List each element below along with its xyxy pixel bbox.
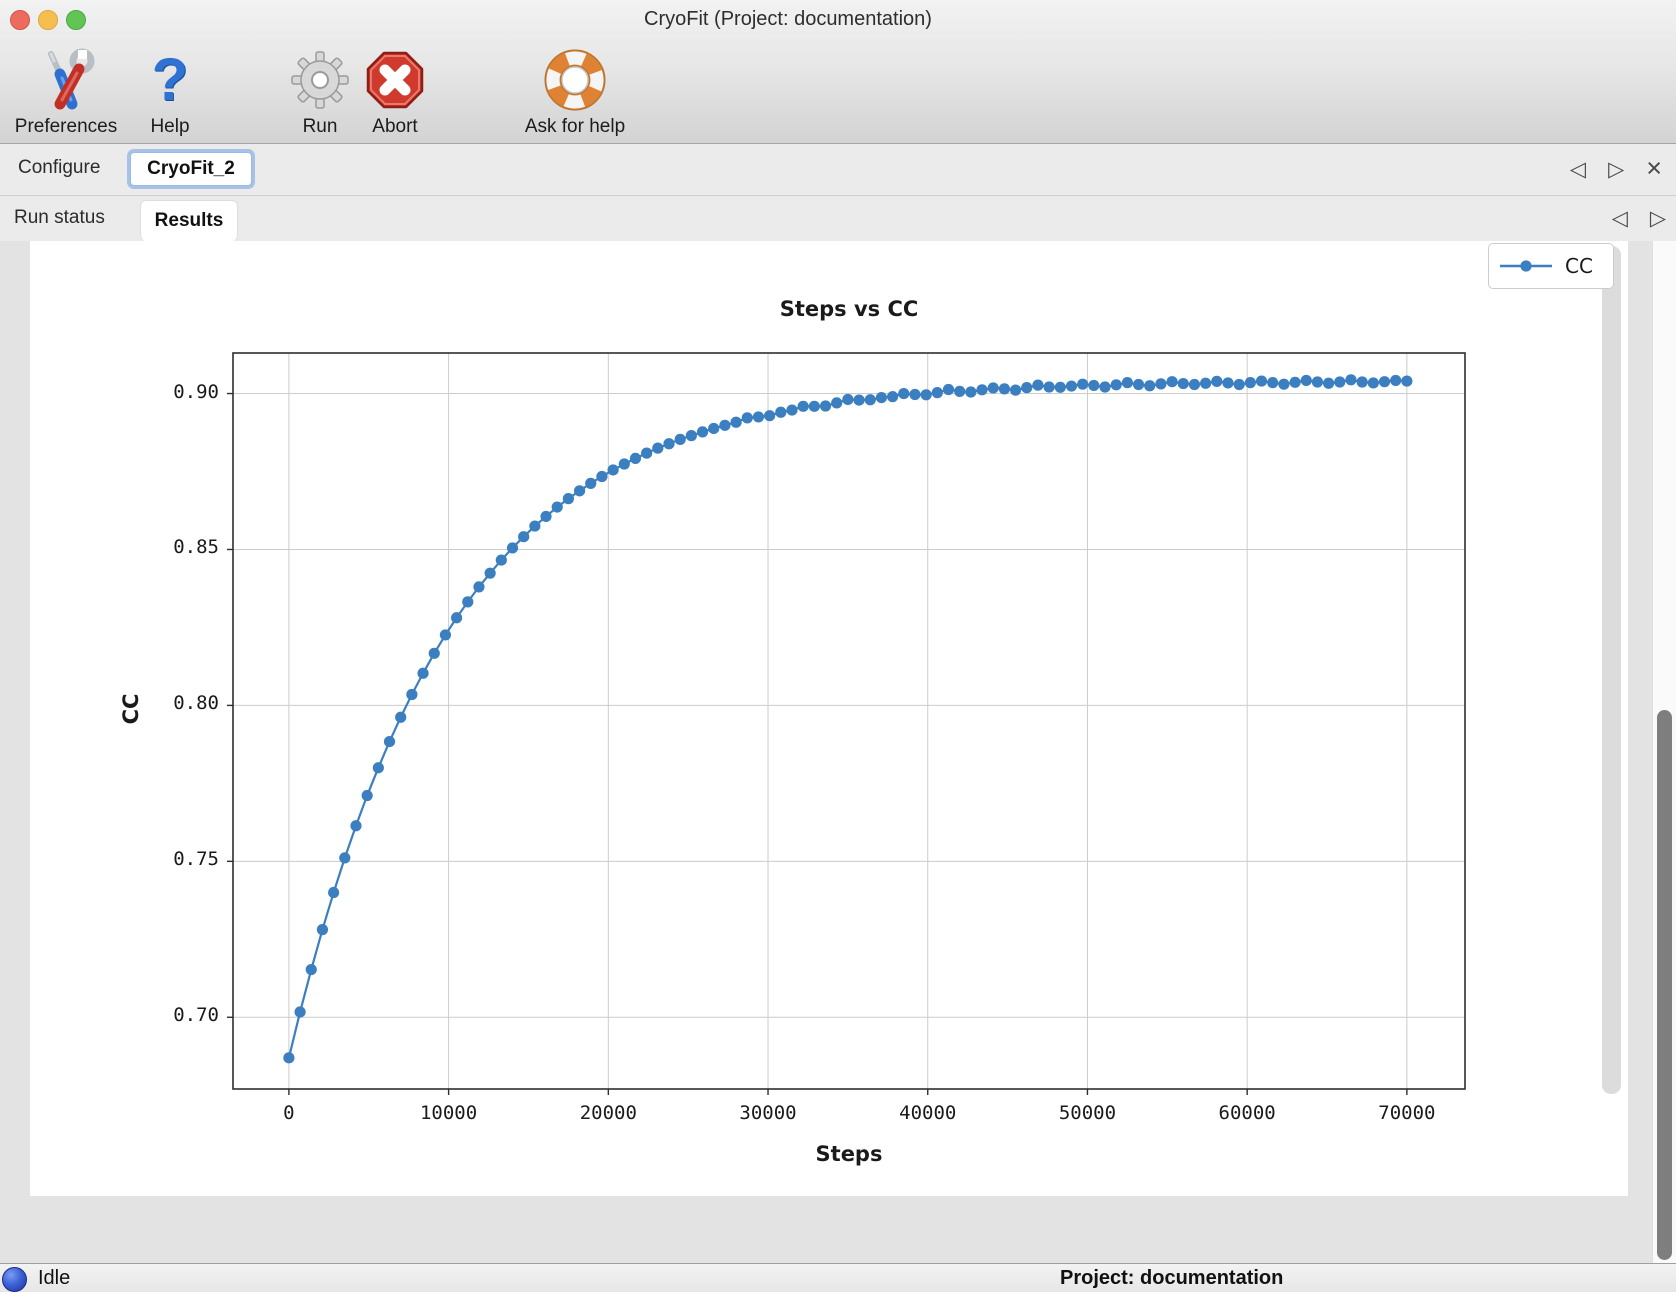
ask-for-help-label: Ask for help — [524, 116, 626, 137]
x-tick-label: 20000 — [579, 1102, 637, 1124]
run-label: Run — [302, 116, 338, 137]
chart-plot-area: 0 10000 20000 30000 40000 50000 60000 70000 0.70… — [173, 352, 1466, 1124]
zoom-window-button[interactable] — [66, 10, 86, 30]
tab-configure[interactable]: Configure — [18, 157, 101, 178]
scrollbar-thumb[interactable] — [1657, 710, 1672, 1260]
results-panel — [0, 241, 1676, 1262]
minimize-window-button[interactable] — [38, 10, 58, 30]
workflow-tab-bar: Configure CryoFit_2 ◁ ▷ × — [0, 144, 1676, 196]
tab-run-status[interactable]: Run status — [14, 207, 105, 228]
lifebuoy-icon — [515, 46, 635, 114]
help-label: Help — [150, 116, 190, 137]
legend-label: CC — [1565, 254, 1593, 278]
y-tick-label: 0.80 — [173, 692, 219, 715]
tab-cryofit-2[interactable]: CryoFit_2 — [130, 152, 252, 186]
x-tick-label: 70000 — [1378, 1102, 1436, 1124]
window-title: CryoFit (Project: documentation) — [644, 8, 932, 30]
legend-marker-icon — [1500, 260, 1552, 272]
abort-label: Abort — [372, 116, 418, 137]
status-indicator-icon — [2, 1267, 27, 1292]
y-tick-label: 0.90 — [173, 380, 219, 403]
preferences-label: Preferences — [14, 116, 118, 137]
ask-for-help-button[interactable]: Ask for help — [515, 46, 635, 138]
chart-svg — [227, 352, 1466, 1095]
y-tick-label: 0.85 — [173, 536, 219, 559]
tab-scroll-right-icon[interactable]: ▷ — [1608, 158, 1625, 181]
subtab-scroll-left-icon[interactable]: ◁ — [1611, 207, 1628, 230]
tab-scroll-left-icon[interactable]: ◁ — [1569, 158, 1587, 181]
x-tick-label: 10000 — [419, 1102, 478, 1124]
traffic-lights — [10, 10, 86, 30]
plot-canvas — [30, 241, 1628, 1196]
stop-x-icon — [363, 46, 427, 114]
subtab-scroll-right-icon[interactable]: ▷ — [1649, 207, 1666, 230]
results-tab-bar: Run status Results ◁ ▷ — [0, 196, 1676, 242]
tab-close-icon[interactable]: × — [1646, 152, 1662, 183]
x-tick-label: 60000 — [1218, 1102, 1276, 1124]
x-tick-label: 30000 — [739, 1102, 797, 1124]
vertical-scrollbar[interactable] — [1652, 241, 1676, 1292]
gear-icon — [288, 46, 352, 114]
tools-icon — [6, 46, 126, 114]
x-tick-label: 50000 — [1058, 1102, 1117, 1124]
preferences-button[interactable]: Preferences — [6, 46, 126, 138]
window-chrome: CryoFit (Project: documentation) Prefere… — [0, 0, 1676, 144]
chart-legend: CC — [1488, 243, 1614, 289]
status-state: Idle — [38, 1267, 71, 1289]
inner-scrollbar[interactable] — [1602, 246, 1621, 1094]
x-tick-label: 40000 — [899, 1102, 957, 1124]
tab-results[interactable]: Results — [140, 200, 238, 241]
y-tick-label: 0.70 — [173, 1004, 219, 1027]
close-window-button[interactable] — [10, 10, 30, 30]
y-tick-label: 0.75 — [173, 848, 219, 871]
chart-title: Steps vs CC — [779, 297, 919, 321]
x-axis-label: Steps — [815, 1142, 883, 1166]
status-bar: Idle Project: documentation — [0, 1263, 1676, 1292]
help-button[interactable]: ? Help — [140, 46, 200, 138]
x-tick-label: 0 — [283, 1102, 295, 1124]
status-project: Project: documentation — [1060, 1267, 1284, 1289]
question-mark-icon: ? — [151, 46, 189, 113]
run-button[interactable]: Run — [288, 46, 352, 138]
abort-button[interactable]: Abort — [363, 46, 427, 138]
